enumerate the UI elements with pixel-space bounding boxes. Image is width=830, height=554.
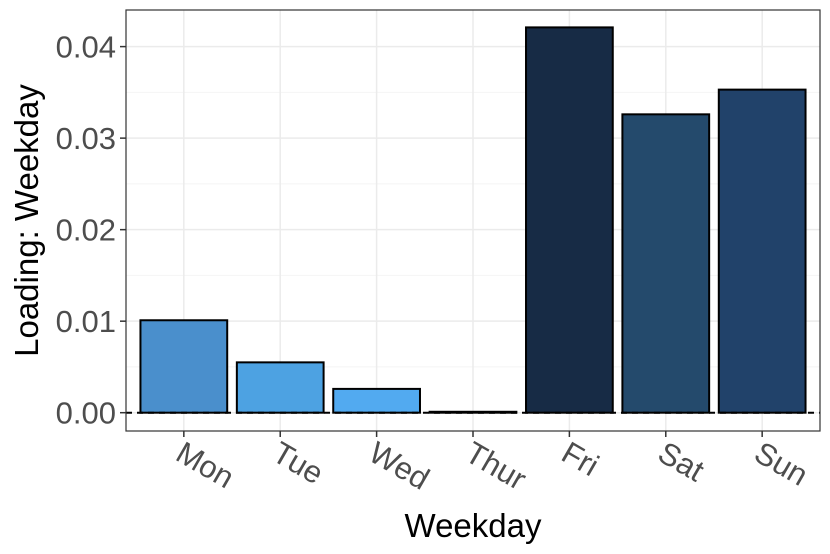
x-tick-label: Sat [652,435,710,489]
x-tick-label: Tue [267,435,330,491]
x-tick-label: Fri [556,435,605,483]
y-axis: 0.00 0.01 0.02 0.03 0.04 [56,30,126,431]
bar-fri [525,26,614,414]
bar-tue [235,361,325,414]
x-axis-title: Weekday [405,507,542,544]
x-tick-label: Mon [170,435,240,495]
x-tick-label: Thur [460,435,533,497]
y-tick-label: 0.04 [56,30,116,65]
bar-mon [139,319,229,414]
bar-sat [621,113,711,414]
bar-sun [717,88,807,414]
x-tick-label: Wed [363,435,435,497]
x-axis: Mon Tue Wed Thur Fri Sat Sun [170,431,814,497]
grid-lines [126,10,820,431]
y-tick-label: 0.01 [56,304,116,339]
y-tick-label: 0.02 [56,213,116,248]
x-tick-label: Sun [749,435,814,493]
bar-wed [332,387,421,414]
y-tick-label: 0.00 [56,396,116,431]
y-tick-label: 0.03 [56,121,116,156]
y-axis-title: Loading: Weekday [8,84,45,357]
